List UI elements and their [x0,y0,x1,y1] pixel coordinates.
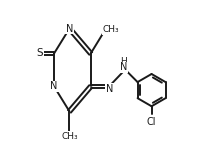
Text: H: H [121,57,127,66]
Text: CH₃: CH₃ [103,25,119,34]
Text: Cl: Cl [147,117,156,127]
Text: CH₃: CH₃ [61,132,78,141]
Text: N: N [66,24,73,34]
Text: N: N [120,62,128,72]
Text: S: S [36,49,43,58]
Text: N: N [106,84,113,94]
Text: N: N [50,81,58,91]
